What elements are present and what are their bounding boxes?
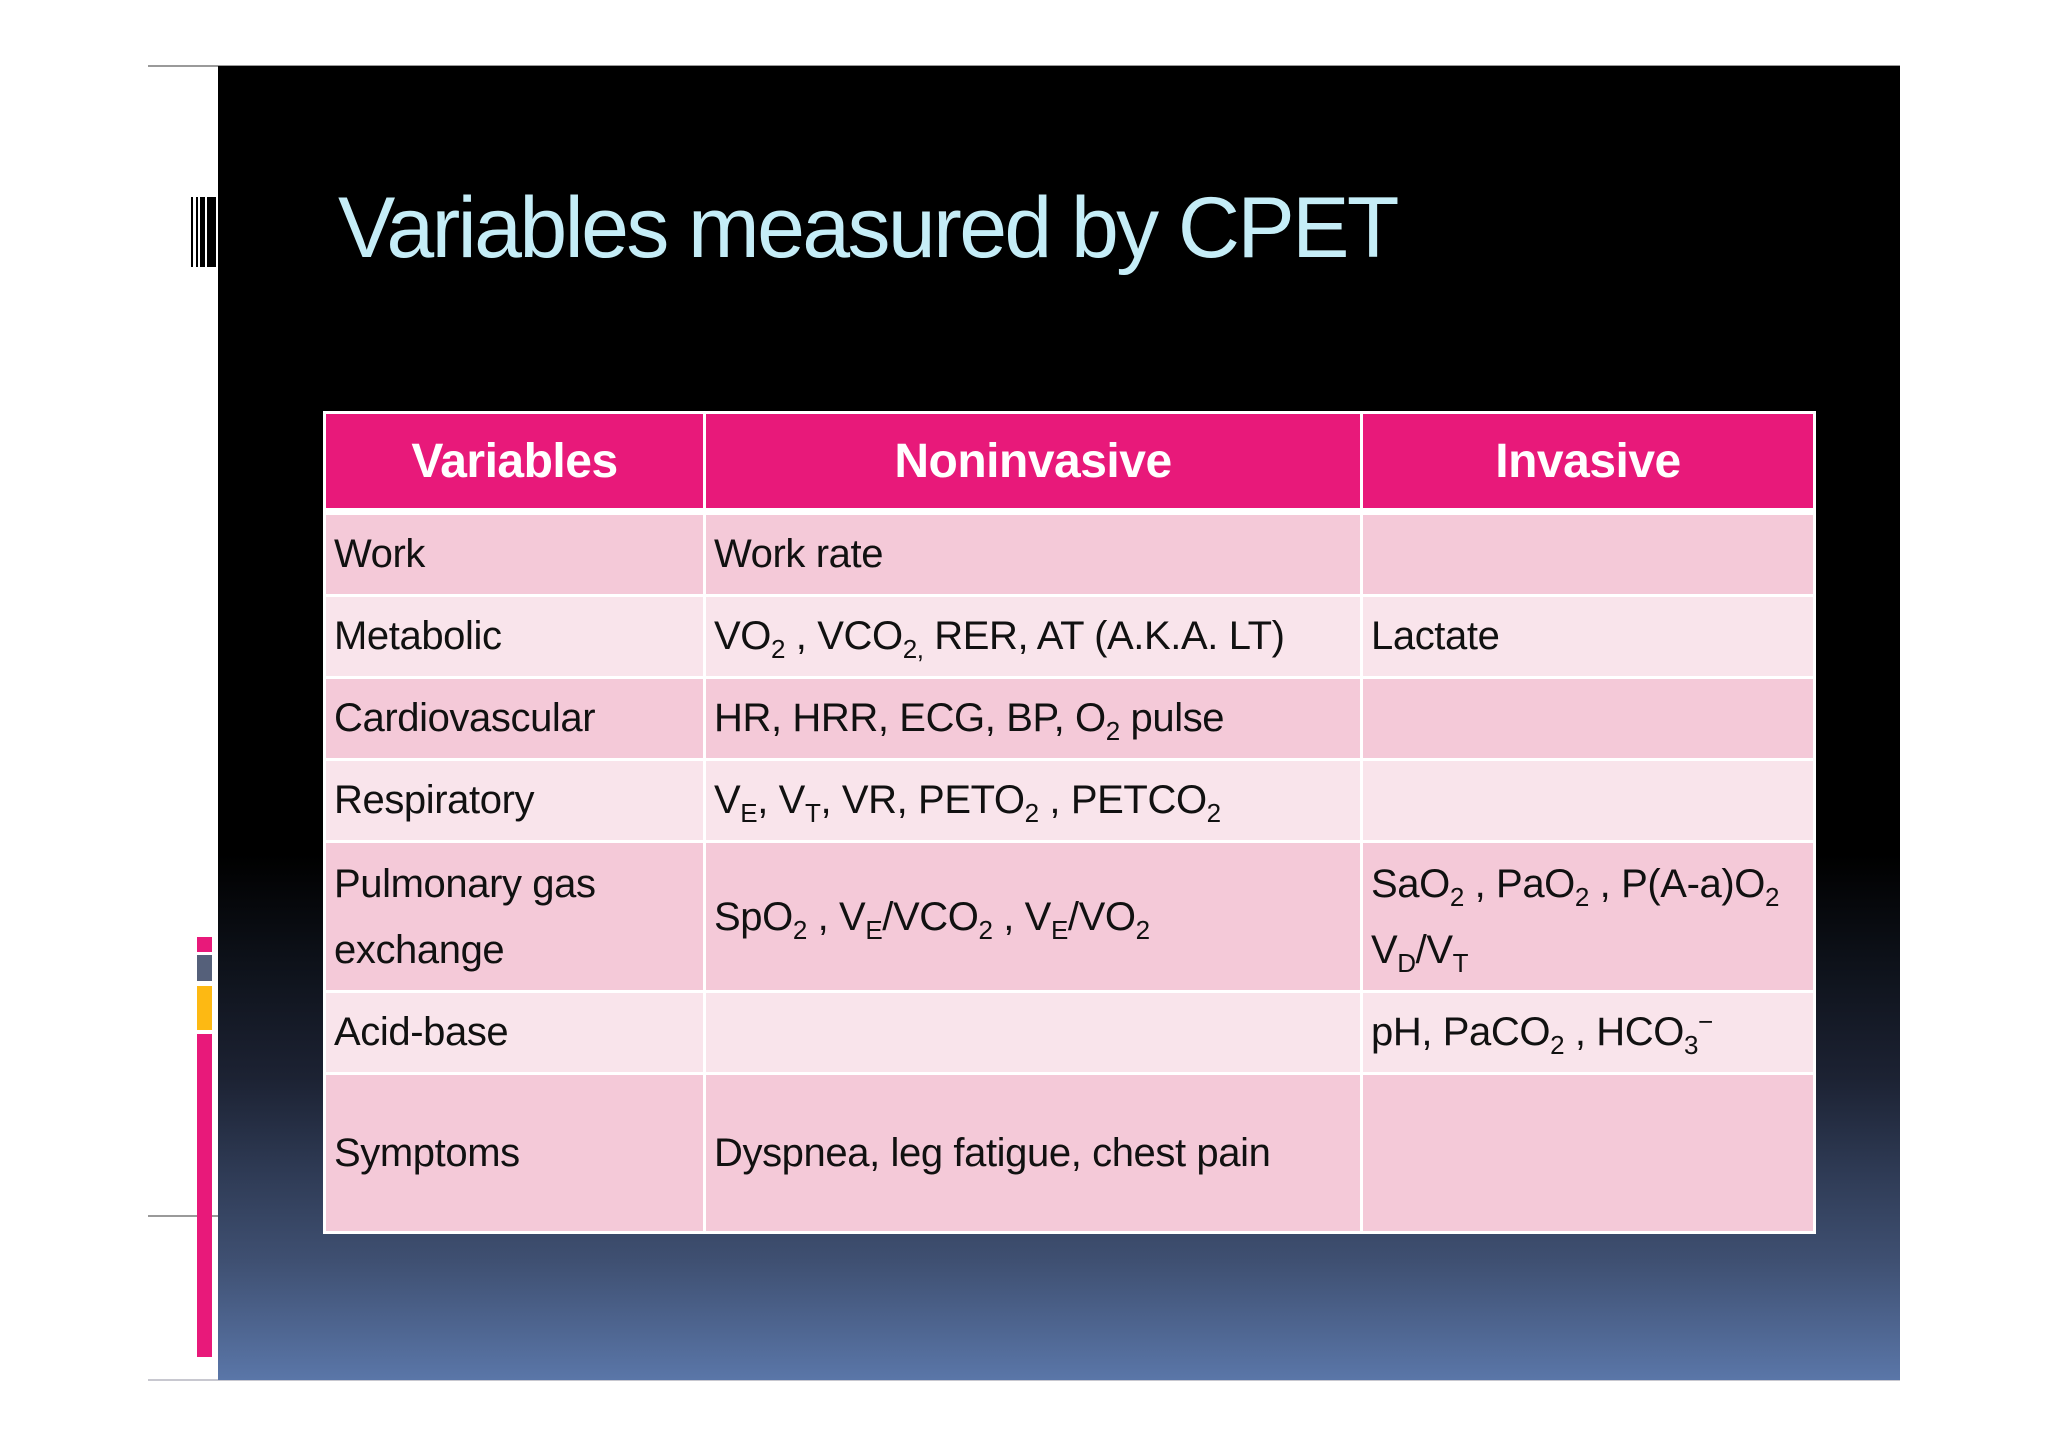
cell-variable: Cardiovascular: [323, 676, 706, 761]
cell-noninvasive: Work rate: [703, 510, 1363, 597]
accent-gray: [197, 955, 212, 981]
slide-title: Variables measured by CPET: [338, 180, 1399, 276]
cell-noninvasive: [703, 990, 1363, 1075]
cell-noninvasive: Dyspnea, leg fatigue, chest pain: [703, 1072, 1363, 1234]
cell-noninvasive: SpO2 , VE/VCO2 , VE/VO2: [703, 840, 1363, 993]
accent-pink-long: [197, 1034, 212, 1357]
table-row-work: Work Work rate: [323, 510, 1816, 597]
cell-variable: Respiratory: [323, 758, 706, 843]
accent-yellow: [197, 986, 212, 1030]
table-row-symptoms: Symptoms Dyspnea, leg fatigue, chest pai…: [323, 1072, 1816, 1234]
accent-pink-small: [197, 937, 212, 952]
cell-invasive: pH, PaCO2 , HCO3−: [1360, 990, 1816, 1075]
cell-variable-line-2: exchange: [334, 927, 505, 972]
cell-noninvasive: HR, HRR, ECG, BP, O2 pulse: [703, 676, 1363, 761]
table-row-respiratory: Respiratory VE, VT, VR, PETO2 , PETCO2: [323, 758, 1816, 843]
cell-invasive: [1360, 758, 1816, 843]
header-noninvasive: Noninvasive: [703, 411, 1363, 515]
cpet-variables-table: Variables Noninvasive Invasive Work Work…: [323, 411, 1816, 1234]
header-invasive: Invasive: [1360, 411, 1816, 515]
cell-variable: Pulmonary gas exchange: [323, 840, 706, 993]
cell-variable: Acid-base: [323, 990, 706, 1075]
table-row-metabolic: Metabolic VO2 , VCO2, RER, AT (A.K.A. LT…: [323, 594, 1816, 679]
cell-variable-line-1: Pulmonary gas: [334, 861, 596, 906]
cell-variable: Work: [323, 510, 706, 597]
table-header-row: Variables Noninvasive Invasive: [323, 411, 1816, 515]
cell-invasive: [1360, 1072, 1816, 1234]
cell-variable: Metabolic: [323, 594, 706, 679]
cell-invasive: Lactate: [1360, 594, 1816, 679]
cell-invasive: [1360, 676, 1816, 761]
bottom-rule: [148, 1379, 1900, 1381]
cell-noninvasive: VE, VT, VR, PETO2 , PETCO2: [703, 758, 1363, 843]
cell-variable: Symptoms: [323, 1072, 706, 1234]
cell-invasive: SaO2 , PaO2 , P(A-a)O2 VD/VT: [1360, 840, 1816, 993]
cell-noninvasive: VO2 , VCO2, RER, AT (A.K.A. LT): [703, 594, 1363, 679]
cell-invasive: [1360, 510, 1816, 597]
table-row-cardiovascular: Cardiovascular HR, HRR, ECG, BP, O2 puls…: [323, 676, 1816, 761]
table-row-acid-base: Acid-base pH, PaCO2 , HCO3−: [323, 990, 1816, 1075]
middle-rule: [148, 1215, 218, 1217]
header-variables: Variables: [323, 411, 706, 515]
table-row-pulmonary-gas-exchange: Pulmonary gas exchange SpO2 , VE/VCO2 , …: [323, 840, 1816, 993]
